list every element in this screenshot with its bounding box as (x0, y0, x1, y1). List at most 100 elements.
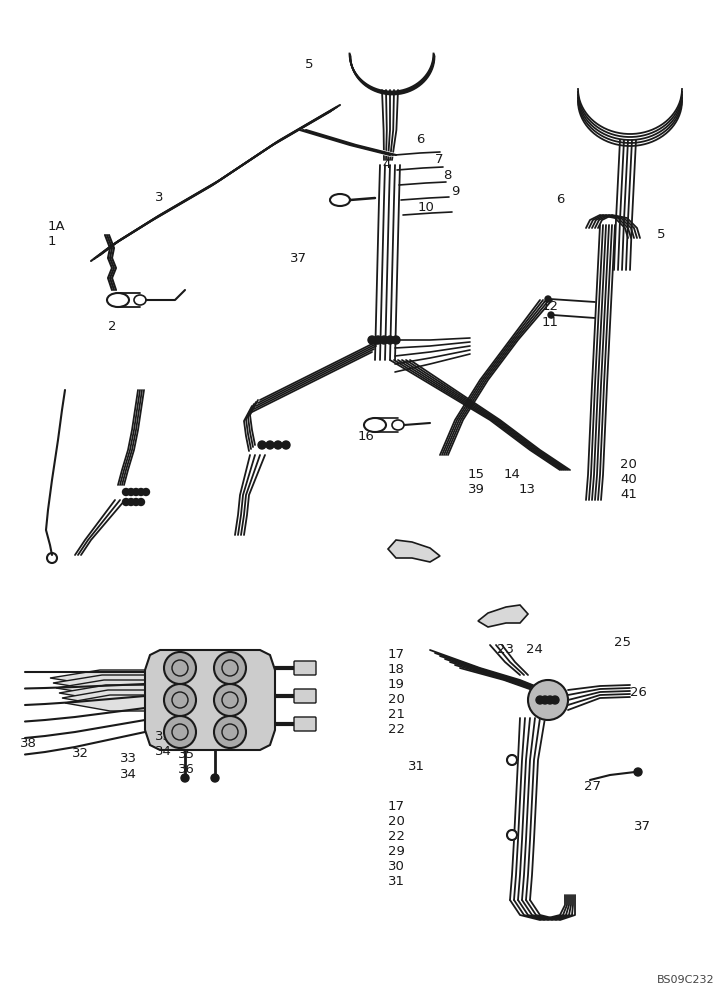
Ellipse shape (392, 420, 404, 430)
Circle shape (122, 488, 130, 495)
Text: 22: 22 (388, 723, 405, 736)
Polygon shape (478, 605, 528, 627)
Circle shape (214, 652, 246, 684)
Text: 24: 24 (526, 643, 543, 656)
Text: 41: 41 (620, 488, 637, 501)
Polygon shape (145, 650, 275, 750)
Text: 1A: 1A (48, 220, 66, 233)
Circle shape (132, 498, 140, 506)
Text: 16: 16 (358, 430, 375, 443)
Text: 33: 33 (120, 752, 137, 765)
Circle shape (164, 716, 196, 748)
Circle shape (127, 488, 135, 495)
Circle shape (634, 768, 642, 776)
Text: 6: 6 (556, 193, 565, 206)
Text: 27: 27 (584, 780, 601, 793)
Text: 18: 18 (388, 663, 405, 676)
Circle shape (507, 755, 517, 765)
Text: 5: 5 (305, 58, 313, 71)
Text: 3: 3 (155, 191, 164, 204)
Text: 20: 20 (620, 458, 637, 471)
Circle shape (143, 488, 149, 495)
FancyBboxPatch shape (294, 689, 316, 703)
Circle shape (507, 755, 517, 765)
Text: 34: 34 (155, 745, 172, 758)
Text: 6: 6 (416, 133, 424, 146)
Text: 13: 13 (519, 483, 536, 496)
Circle shape (374, 336, 382, 344)
Circle shape (138, 488, 145, 495)
Circle shape (258, 441, 266, 449)
Text: 9: 9 (451, 185, 459, 198)
Text: 4: 4 (382, 158, 390, 171)
Text: 15: 15 (468, 468, 485, 481)
Text: 39: 39 (468, 483, 485, 496)
Circle shape (541, 696, 549, 704)
Polygon shape (56, 680, 184, 696)
Text: 17: 17 (388, 800, 405, 813)
Circle shape (551, 696, 559, 704)
Circle shape (132, 488, 140, 495)
Text: 26: 26 (630, 686, 647, 699)
Text: 31: 31 (388, 875, 405, 888)
Text: 10: 10 (418, 201, 435, 214)
Text: 21: 21 (388, 708, 405, 721)
Circle shape (122, 498, 130, 506)
Circle shape (274, 441, 282, 449)
Circle shape (282, 441, 290, 449)
Text: 20: 20 (388, 815, 405, 828)
Circle shape (181, 774, 189, 782)
Circle shape (507, 830, 517, 840)
Circle shape (528, 680, 568, 720)
Text: 38: 38 (20, 737, 37, 750)
Text: 17: 17 (388, 648, 405, 661)
Text: 36: 36 (178, 763, 195, 776)
Text: BS09C232: BS09C232 (657, 975, 715, 985)
Circle shape (545, 296, 551, 302)
Circle shape (380, 336, 388, 344)
Text: 33: 33 (155, 730, 172, 743)
Ellipse shape (134, 295, 146, 305)
Polygon shape (388, 540, 440, 562)
Circle shape (214, 684, 246, 716)
Text: 1: 1 (48, 235, 56, 248)
Circle shape (214, 716, 246, 748)
Circle shape (164, 652, 196, 684)
Circle shape (546, 696, 554, 704)
Polygon shape (50, 670, 180, 686)
Circle shape (164, 684, 196, 716)
Text: 22: 22 (388, 830, 405, 843)
Text: 25: 25 (614, 636, 631, 649)
Text: 37: 37 (290, 252, 307, 265)
Circle shape (266, 441, 274, 449)
Text: 31: 31 (408, 760, 425, 773)
Text: 37: 37 (634, 820, 651, 833)
Text: 23: 23 (497, 643, 514, 656)
Polygon shape (53, 675, 182, 691)
Circle shape (211, 774, 219, 782)
Text: 20: 20 (388, 693, 405, 706)
Circle shape (507, 830, 517, 840)
Circle shape (127, 498, 135, 506)
Circle shape (368, 336, 376, 344)
Text: 35: 35 (178, 748, 195, 761)
Text: 34: 34 (120, 768, 137, 781)
Text: 2: 2 (108, 320, 117, 333)
Text: 11: 11 (542, 316, 559, 329)
Text: 40: 40 (620, 473, 636, 486)
Circle shape (548, 312, 554, 318)
FancyBboxPatch shape (294, 717, 316, 731)
Text: 30: 30 (388, 860, 405, 873)
Text: 29: 29 (388, 845, 405, 858)
Text: 12: 12 (542, 300, 559, 313)
Circle shape (392, 336, 400, 344)
Text: 14: 14 (504, 468, 521, 481)
Text: 5: 5 (657, 228, 665, 241)
Polygon shape (62, 690, 188, 706)
Text: 8: 8 (443, 169, 451, 182)
Text: 19: 19 (388, 678, 405, 691)
Polygon shape (59, 685, 186, 701)
Polygon shape (65, 695, 190, 711)
Circle shape (138, 498, 145, 506)
Text: 7: 7 (435, 153, 444, 166)
